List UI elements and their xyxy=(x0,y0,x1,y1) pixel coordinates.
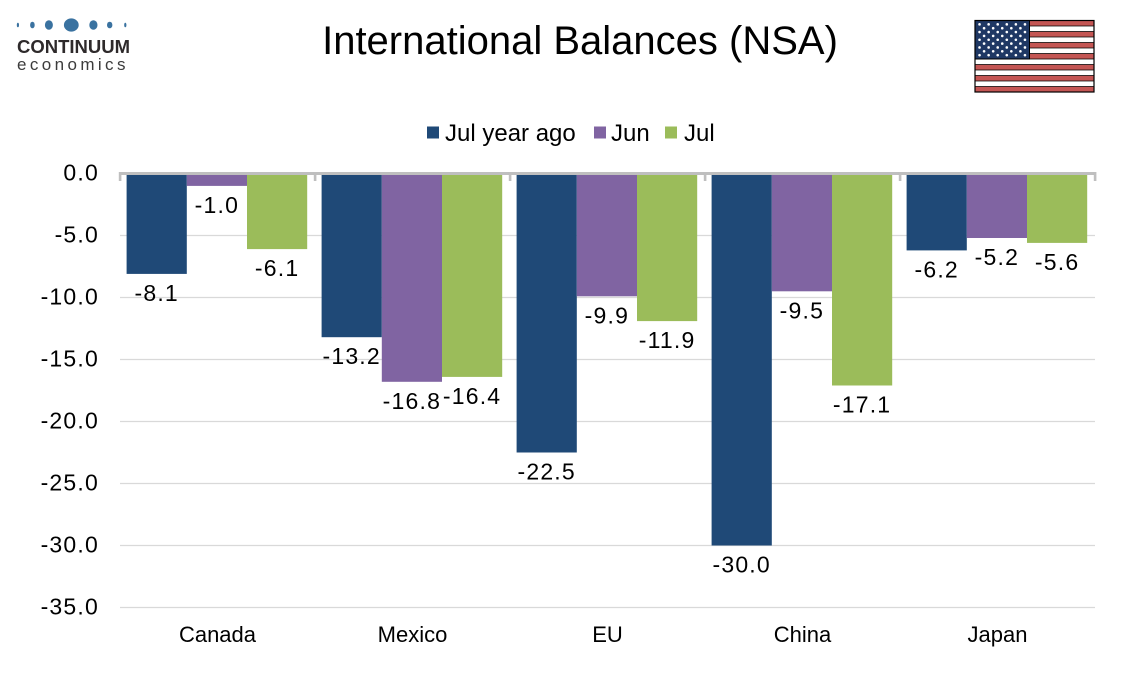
svg-text:-10.0: -10.0 xyxy=(41,284,99,310)
svg-text:-9.9: -9.9 xyxy=(585,302,629,328)
svg-text:-35.0: -35.0 xyxy=(41,594,99,620)
svg-text:CONTINUUM: CONTINUUM xyxy=(17,36,130,57)
svg-text:-5.0: -5.0 xyxy=(55,222,99,248)
svg-text:-16.4: -16.4 xyxy=(443,383,501,409)
svg-text:-8.1: -8.1 xyxy=(134,280,178,306)
svg-text:0.0: 0.0 xyxy=(63,160,99,186)
svg-text:-6.1: -6.1 xyxy=(255,255,299,281)
svg-text:-5.6: -5.6 xyxy=(1035,249,1079,275)
svg-text:-6.2: -6.2 xyxy=(914,256,958,282)
svg-text:-25.0: -25.0 xyxy=(41,470,99,496)
svg-text:economics: economics xyxy=(17,55,129,74)
svg-text:Canada: Canada xyxy=(179,622,257,647)
svg-text:-30.0: -30.0 xyxy=(41,532,99,558)
svg-text:-13.2: -13.2 xyxy=(322,343,380,369)
svg-text:China: China xyxy=(774,622,832,647)
svg-text:International Balances (NSA): International Balances (NSA) xyxy=(322,19,838,63)
svg-text:Jul: Jul xyxy=(684,120,715,147)
svg-text:-30.0: -30.0 xyxy=(712,552,770,578)
svg-text:-9.5: -9.5 xyxy=(780,297,824,323)
svg-text:-16.8: -16.8 xyxy=(383,388,441,414)
svg-text:-17.1: -17.1 xyxy=(833,392,891,418)
svg-text:-15.0: -15.0 xyxy=(41,346,99,372)
svg-text:-5.2: -5.2 xyxy=(975,244,1019,270)
svg-text:-20.0: -20.0 xyxy=(41,408,99,434)
svg-text:Mexico: Mexico xyxy=(378,622,448,647)
svg-text:Jun: Jun xyxy=(611,120,650,147)
svg-text:EU: EU xyxy=(592,622,623,647)
svg-text:Japan: Japan xyxy=(968,622,1028,647)
svg-text:-22.5: -22.5 xyxy=(517,459,575,485)
svg-text:Jul year ago: Jul year ago xyxy=(445,120,576,147)
svg-text:-11.9: -11.9 xyxy=(639,327,696,353)
svg-text:-1.0: -1.0 xyxy=(195,192,239,218)
